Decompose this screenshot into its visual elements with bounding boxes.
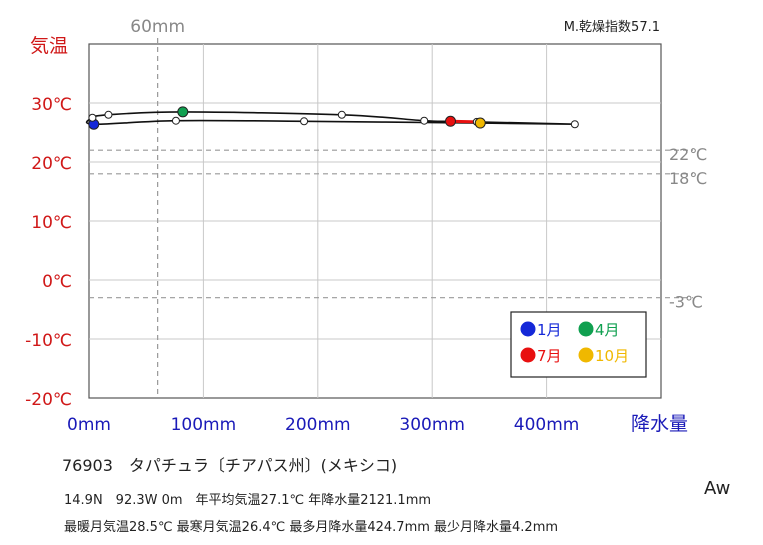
month-point-6 — [420, 116, 429, 125]
legend-label-7: 7月 — [537, 347, 562, 365]
x-axis-title: 降水量 — [631, 413, 688, 435]
y-axis-title: 気温 — [30, 35, 68, 57]
month-point-4 — [177, 106, 189, 118]
month-point-12 — [171, 116, 180, 125]
y-tick-label: -10℃ — [25, 331, 72, 351]
month-point-10 — [474, 117, 486, 129]
x-tick-label: 200mm — [285, 415, 351, 435]
climate-classification: Aw — [704, 478, 731, 499]
month-point-3 — [104, 110, 113, 119]
legend-swatch-1 — [520, 321, 536, 337]
legend-label-4: 4月 — [595, 321, 620, 339]
y-tick-label: 10℃ — [31, 213, 72, 233]
y-tick-label: 20℃ — [31, 154, 72, 174]
legend-box — [510, 311, 647, 378]
legend-swatch-7 — [520, 347, 536, 363]
x-tick-label: 100mm — [171, 415, 237, 435]
y-tick-label: 0℃ — [42, 272, 72, 292]
y-tick-label: 30℃ — [31, 95, 72, 115]
aridity-index-label: M.乾燥指数57.1 — [564, 20, 660, 35]
month-point-2 — [88, 113, 97, 122]
x-tick-label: 300mm — [399, 415, 465, 435]
legend-label-1: 1月 — [537, 321, 562, 339]
month-point-5 — [337, 110, 346, 119]
legend-swatch-4 — [578, 321, 594, 337]
reference-label-60mm: 60mm — [130, 17, 185, 37]
station-name: 76903 タパチュラ〔チアパス州〕(メキシコ) — [62, 456, 398, 475]
month-point-7 — [445, 115, 457, 127]
x-tick-label: 0mm — [67, 415, 111, 435]
station-coordinates: 14.9N 92.3W 0m 年平均気温27.1℃ 年降水量2121.1mm — [64, 493, 432, 508]
legend-swatch-10 — [578, 347, 594, 363]
month-point-9 — [570, 120, 579, 129]
reference-label-temp: -3℃ — [669, 293, 703, 312]
reference-label-temp: 22℃ — [669, 145, 707, 164]
x-tick-label: 400mm — [514, 415, 580, 435]
month-point-11 — [300, 117, 309, 126]
y-tick-label: -20℃ — [25, 390, 72, 410]
legend-label-10: 10月 — [595, 347, 629, 365]
reference-label-temp: 18℃ — [669, 169, 707, 188]
station-extremes: 最暖月気温28.5℃ 最寒月気温26.4℃ 最多月降水量424.7mm 最少月降… — [64, 520, 559, 535]
